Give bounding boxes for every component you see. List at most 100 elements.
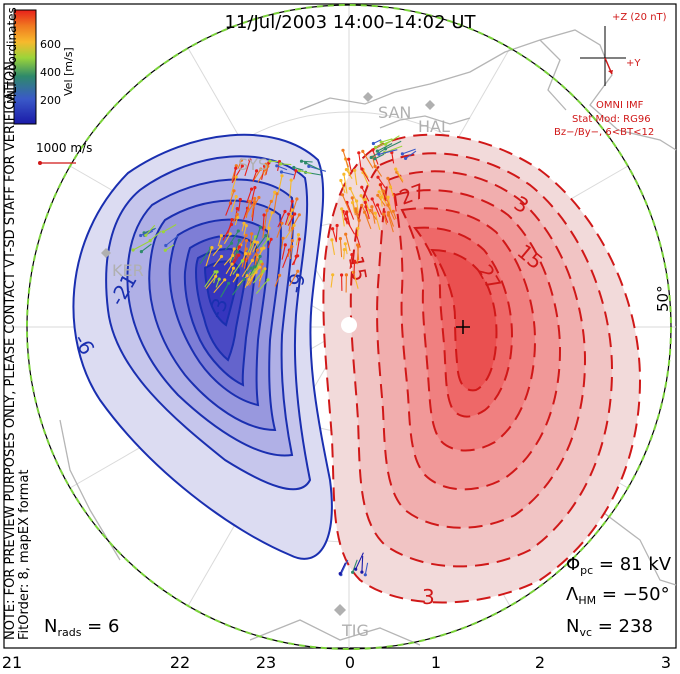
velocity-vector <box>384 145 403 154</box>
velocity-vector <box>205 247 213 267</box>
velocity-vector <box>391 152 395 164</box>
velocity-vector <box>249 266 255 276</box>
velocity-vector <box>290 228 294 239</box>
velocity-vector <box>371 198 381 218</box>
velocity-vector <box>402 148 416 155</box>
velocity-vector <box>252 270 264 284</box>
velocity-vector <box>165 235 179 246</box>
velocity-vector <box>374 166 383 177</box>
velocity-vector <box>375 140 391 148</box>
velocity-vector <box>377 143 393 152</box>
velocity-vector <box>395 168 404 182</box>
velocity-vector <box>387 204 396 221</box>
velocity-vector <box>232 278 245 296</box>
velocity-vector <box>229 267 235 277</box>
mlt-tick: 21 <box>2 653 22 672</box>
plot-frame <box>3 3 677 649</box>
velocity-vector <box>361 205 369 220</box>
velocity-vector <box>236 275 248 287</box>
velocity-vector <box>259 263 263 278</box>
svg-text:HAL: HAL <box>418 117 450 136</box>
velocity-vector <box>254 256 261 269</box>
velocity-vector-origin <box>290 199 294 203</box>
latitude-label: 50° <box>654 285 672 312</box>
velocity-vector-origin <box>356 226 360 230</box>
velocity-vector <box>238 199 241 212</box>
velocity-vector <box>374 213 381 231</box>
velocity-vector <box>234 217 239 226</box>
velocity-vector <box>256 235 267 249</box>
velocity-vector <box>289 180 292 199</box>
velocity-vector <box>235 240 240 249</box>
colorbar-tick: 600 <box>40 38 61 51</box>
velocity-vector <box>252 242 258 253</box>
velocity-vector-origin <box>264 162 268 166</box>
velocity-vector <box>362 151 374 169</box>
velocity-vector <box>387 214 394 233</box>
velocity-vector-origin <box>244 247 248 251</box>
velocity-vector-origin <box>299 159 304 163</box>
velocity-vector <box>361 555 364 573</box>
velocity-vector <box>281 238 284 249</box>
velocity-vector <box>255 227 261 240</box>
coordinate-system-label: MLT coordinates <box>5 7 19 104</box>
velocity-vector <box>361 168 370 182</box>
velocity-vector <box>346 202 355 220</box>
velocity-vector <box>223 233 231 245</box>
velocity-vector <box>340 559 349 575</box>
velocity-vector <box>339 238 343 258</box>
magnetic-pole-marker <box>341 317 357 333</box>
velocity-vector <box>232 214 238 223</box>
velocity-vector <box>132 240 150 251</box>
velocity-vector <box>374 153 385 160</box>
velocity-vector <box>299 170 312 175</box>
cross-polar-potential: Φpc = 81 kV <box>566 554 672 577</box>
velocity-vector <box>246 188 253 204</box>
svg-text:1000 m/s: 1000 m/s <box>36 141 92 155</box>
velocity-vector <box>289 246 293 260</box>
velocity-vector-origin <box>342 172 346 176</box>
contour-label-pos: 3 <box>422 585 435 609</box>
svg-text:+Z (20 nT): +Z (20 nT) <box>612 12 667 23</box>
velocity-vector <box>232 260 243 275</box>
velocity-vector <box>379 184 387 202</box>
velocity-vector <box>213 256 222 268</box>
svg-text:Stat Mod: RG96: Stat Mod: RG96 <box>572 114 651 125</box>
svg-text:SYS: SYS <box>238 155 268 174</box>
velocity-vector <box>349 254 353 269</box>
velocity-vector <box>372 156 376 166</box>
velocity-vector <box>252 170 258 182</box>
velocity-vector <box>141 243 152 253</box>
velocity-vector <box>301 160 313 163</box>
velocity-vector <box>405 150 417 159</box>
station-ker: KER <box>101 248 144 280</box>
velocity-vector <box>230 176 237 196</box>
velocity-vector <box>358 152 362 170</box>
velocity-vector <box>199 247 212 265</box>
velocity-vector <box>255 279 269 295</box>
velocity-vector <box>383 214 388 225</box>
velocity-vector <box>244 267 252 275</box>
velocity-vector <box>237 159 243 169</box>
hm-boundary-latitude: ΛHM = −50° <box>566 584 670 607</box>
velocity-vector <box>243 225 247 236</box>
velocity-vectors <box>131 135 417 577</box>
velocity-vector <box>380 197 383 207</box>
velocity-vector <box>280 163 292 166</box>
velocity-vector <box>245 201 251 219</box>
svg-text:OMNI IMF: OMNI IMF <box>596 100 644 111</box>
velocity-vector <box>277 175 283 193</box>
velocity-vector <box>273 193 278 214</box>
velocity-vector <box>354 170 358 186</box>
velocity-vector <box>331 239 336 255</box>
velocity-vector-origin <box>275 192 279 196</box>
station-hal: HAL <box>418 100 450 136</box>
velocity-vector <box>353 261 356 278</box>
dawn-convection-cell <box>322 133 642 604</box>
velocity-vector-origin <box>281 236 285 240</box>
velocity-vector <box>232 254 240 266</box>
velocity-vector <box>274 275 281 287</box>
velocity-vector <box>281 171 295 176</box>
svg-text:SAN: SAN <box>378 103 411 122</box>
svg-text:KER: KER <box>112 261 144 280</box>
